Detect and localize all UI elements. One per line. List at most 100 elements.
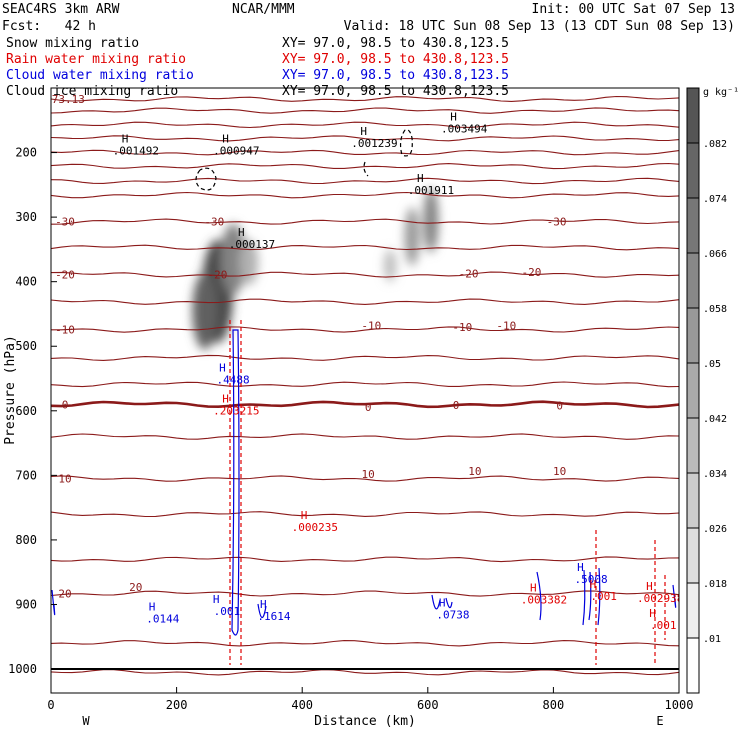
colorbar-level-label: .01 [703, 634, 721, 645]
colorbar-level-label: .082 [703, 139, 727, 150]
y-tick-label: 600 [15, 404, 37, 418]
y-axis-label: Pressure (hPa) [3, 335, 18, 445]
snow-shading [192, 188, 439, 350]
maximum-marker: H [122, 133, 129, 146]
isotherm-line [51, 381, 679, 388]
colorbar-segment [687, 143, 699, 198]
forecast-hour: Fcst: 42 h [2, 19, 96, 34]
model-title: SEAC4RS 3km ARW [2, 2, 120, 17]
y-tick-label: 900 [15, 597, 37, 611]
colorbar-level-label: .066 [703, 249, 727, 260]
colorbar-segment [687, 363, 699, 418]
contour-label: -30 [204, 216, 224, 229]
field-list: Snow mixing ratio XY= 97.0, 98.5 to 430.8… [6, 36, 509, 99]
colorbar-level-label: .018 [703, 579, 727, 590]
x-tick-label: 200 [166, 698, 188, 712]
maximum-value: .001 [214, 605, 241, 618]
colorbar-frame [686, 87, 700, 694]
isotherm-label: -30 [55, 216, 75, 229]
x-tick-label: 1000 [665, 698, 694, 712]
contour-label: 0 [365, 401, 372, 414]
isotherm-line [51, 162, 679, 170]
center-title: NCAR/MMM [232, 2, 295, 17]
mixing-ratio-contour [363, 161, 369, 177]
maximum-value: .001 [650, 619, 677, 632]
contour-label: 10 [468, 465, 481, 478]
snow-shading-blob [192, 271, 218, 350]
maximum-marker: H [238, 226, 245, 239]
isotherm-line [51, 400, 679, 409]
isotherm-line [51, 298, 679, 305]
contour-label: 20 [129, 581, 142, 594]
maximum-value: .1614 [257, 610, 290, 623]
maximum-value: .000137 [229, 238, 275, 251]
mixing-ratio-contour [195, 167, 217, 191]
maximum-marker: H [149, 601, 156, 614]
contour-label: -10 [496, 320, 516, 333]
colorbar-level-label: .05 [703, 359, 721, 370]
y-tick-label: 500 [15, 339, 37, 353]
contour-labels: -30 -30 -20 -20 -20 -10 -10 -10 0 0 0 10 10 10 20 [129, 216, 566, 594]
isotherm-line [51, 149, 679, 156]
isotherm-line [51, 244, 679, 251]
maximum-value: .000947 [213, 145, 259, 158]
ground-line [51, 668, 679, 670]
snow-shading-blob [404, 207, 420, 266]
maximum-marker: H [439, 597, 446, 610]
isotherm-label: 0 [62, 398, 69, 411]
isotherm-line [51, 511, 679, 518]
init-time: Init: 00 UTC Sat 07 Sep 13 [532, 2, 736, 17]
mixing-ratio-contour [231, 329, 240, 636]
isotherm-label: 20 [58, 588, 71, 601]
colorbar-unit-label: g kg⁻¹ [703, 87, 739, 98]
maximum-marker: H [577, 561, 584, 574]
maximum-marker: H [222, 393, 229, 406]
colorbar-segment [687, 88, 699, 143]
x-tick-label: 800 [543, 698, 565, 712]
field-xy-range: XY= 97.0, 98.5 to 430.8,123.5 [282, 68, 509, 83]
maximum-value: .001239 [351, 137, 397, 150]
contour-label: 10 [553, 465, 566, 478]
field-label: Rain water mixing ratio [6, 52, 186, 67]
maximum-marker: H [530, 581, 537, 594]
mixing-ratio-contour [536, 571, 542, 621]
plot-frame [50, 87, 680, 694]
maximum-marker: H [417, 172, 424, 185]
isotherm-line [51, 556, 679, 563]
snow-shading-blob [220, 223, 246, 295]
colorbar-segment [687, 418, 699, 473]
y-tick-label: 700 [15, 468, 37, 482]
contour-label: -10 [452, 321, 472, 334]
maximum-value: .4488 [217, 374, 250, 387]
contour-label: 0 [556, 400, 563, 413]
colorbar-level-label: .058 [703, 304, 727, 315]
isotherm-label: -73.13 [45, 93, 85, 106]
colorbar-segment [687, 583, 699, 638]
contour-label: -20 [459, 267, 479, 280]
mixing-ratio-contour [431, 594, 453, 610]
y-tick-label: 400 [15, 275, 37, 289]
field-xy-range: XY= 97.0, 98.5 to 430.8,123.5 [282, 52, 509, 67]
maximum-value: .003382 [521, 593, 567, 606]
contour-label: -20 [521, 266, 541, 279]
snow-shading-blob [383, 249, 397, 282]
maximum-marker: H [213, 593, 220, 606]
isotherm-line [51, 177, 679, 185]
mixing-ratio-contour [399, 129, 413, 157]
maximum-value: .0738 [436, 609, 469, 622]
maximum-value: .002938 [637, 592, 683, 605]
field-label: Snow mixing ratio [6, 36, 139, 51]
colorbar-segment [687, 308, 699, 363]
isotherm-line [51, 433, 679, 440]
mixing-ratio-contour [51, 589, 56, 616]
maximum-marker: H [222, 133, 229, 146]
maximum-marker: H [301, 509, 308, 522]
maximum-value: .001 [590, 590, 617, 603]
maximum-value: .003494 [441, 123, 488, 136]
colorbar: .01 .018 .026 .034 .042 .05 .058 .066 .074 .082 g … [686, 87, 739, 694]
isotherm-line [51, 218, 679, 225]
y-tick-label: 200 [15, 146, 37, 160]
colorbar-level-label: .042 [703, 414, 727, 425]
isotherm-line [51, 640, 679, 647]
